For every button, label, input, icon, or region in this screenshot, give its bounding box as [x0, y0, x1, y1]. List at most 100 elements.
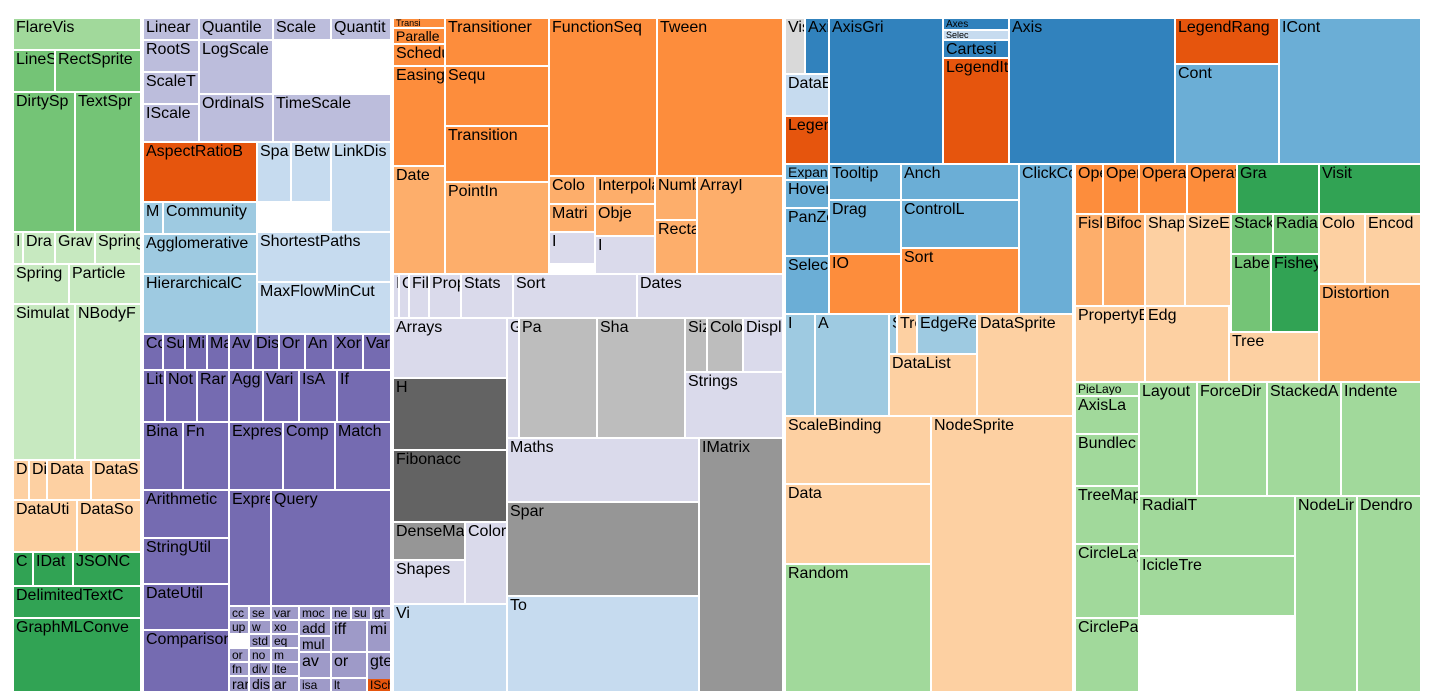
treemap-cell-expandc: ExpandC: [786, 165, 830, 181]
treemap-cell-label: ArrayI: [700, 177, 743, 194]
treemap-cell-or: or: [332, 653, 368, 679]
treemap-cell-fill: [394, 29, 444, 43]
treemap-cell-fill: [186, 335, 206, 369]
treemap-cell-ma: Ma: [208, 335, 230, 371]
treemap-cell-cc: cc: [230, 607, 250, 621]
treemap-cell-fn: Fn: [184, 423, 230, 491]
treemap-cell-transitioner: Transitioner: [446, 19, 550, 67]
treemap-cell-fill: [508, 319, 518, 437]
treemap-cell-eq: eq: [272, 635, 300, 649]
treemap-cell-label: Sequ: [448, 67, 486, 84]
treemap-cell-fill: [550, 19, 656, 175]
treemap-cell-label: se: [252, 607, 265, 620]
treemap-cell-fill: [1280, 19, 1420, 163]
treemap-cell-fill: [272, 663, 298, 675]
treemap-cell-dendro: Dendro: [1358, 497, 1422, 693]
treemap-cell-icont: ICont: [1280, 19, 1422, 165]
treemap-cell-colo: Colo: [1320, 215, 1366, 285]
treemap-cell-fill: [1076, 487, 1138, 543]
treemap-cell-fill: [686, 319, 706, 371]
treemap-cell-fill: [300, 637, 330, 651]
treemap-cell-fill: [284, 423, 334, 489]
treemap-cell-label: PropertyEr: [1078, 307, 1144, 324]
treemap-cell-co: Co: [144, 335, 164, 371]
treemap-cell-mi: mi: [368, 621, 392, 653]
treemap-cell-label: Linear: [146, 19, 191, 36]
treemap-cell-label: Not: [168, 371, 193, 388]
treemap-cell-fill: [372, 607, 390, 619]
treemap-cell-fill: [944, 31, 1008, 39]
treemap-cell-label: Interpolato: [598, 177, 654, 194]
treemap-cell-scalebinding: ScaleBinding: [786, 417, 932, 485]
treemap-cell-fill: [300, 607, 330, 619]
treemap-cell-d: D: [14, 461, 30, 501]
treemap-cell-datae: DataE: [786, 75, 830, 117]
treemap-cell-fill: [264, 371, 298, 421]
treemap-cell-sha: Sha: [598, 319, 686, 439]
treemap-cell-label: Filter: [412, 275, 429, 292]
treemap-cell-fill: [272, 677, 298, 691]
treemap-cell-m: m: [272, 649, 300, 663]
treemap-cell-label: or: [334, 653, 349, 670]
treemap-cell-label: LegendRang: [1178, 19, 1270, 36]
treemap-cell-fill: [230, 649, 248, 661]
treemap-cell-stackeda: StackedA: [1268, 383, 1342, 497]
treemap-cell-clickcor: ClickCor: [1020, 165, 1074, 315]
treemap-cell-lit: Lit: [144, 371, 166, 423]
treemap-cell-tree: Tree: [1230, 333, 1320, 383]
treemap-cell-fill: [14, 461, 28, 499]
treemap-cell-label: DataS: [94, 461, 139, 478]
treemap-cell-imatrix: IMatrix: [700, 439, 784, 693]
treemap-cell-label: Transi: [396, 19, 421, 28]
treemap-cell-fill: [1076, 397, 1138, 433]
treemap-cell-maths: Maths: [508, 439, 700, 503]
treemap-cell-cartesi: Cartesi: [944, 41, 1010, 59]
treemap-cell-fill: [410, 275, 428, 317]
treemap-cell-functionseq: FunctionSeq: [550, 19, 658, 177]
treemap-cell-label: Labeler: [1234, 255, 1272, 272]
treemap-cell-fill: [786, 181, 828, 207]
treemap-cell-label: Var: [366, 335, 390, 352]
treemap-cell-vari: Vari: [264, 371, 300, 423]
treemap-cell-fill: [208, 335, 228, 369]
treemap-cell-fill: [368, 679, 390, 691]
treemap-cell-label: FlareVis: [16, 19, 75, 36]
treemap-cell-label: Visualization: [788, 19, 804, 36]
treemap-cell-dirtysp: DirtySp: [14, 93, 76, 233]
treemap-cell-fill: [292, 143, 330, 201]
treemap-cell-label: Shap: [1148, 215, 1186, 232]
treemap-cell-displays: Displays: [744, 319, 784, 373]
treemap-cell-label: Grav: [58, 233, 93, 250]
treemap-cell-fill: [1104, 165, 1138, 213]
treemap-cell-fill: [514, 275, 636, 317]
treemap-cell-fill: [1268, 383, 1340, 495]
treemap-cell-fill: [144, 423, 182, 489]
treemap-cell-fill: [902, 165, 1018, 199]
treemap-cell-label: StackedA: [1270, 383, 1339, 400]
treemap-cell-fill: [656, 221, 696, 273]
treemap-cell-label: Agg: [232, 371, 261, 388]
treemap-cell-fill: [76, 305, 140, 459]
treemap-cell-label: Ma: [210, 335, 228, 352]
treemap-cell-label: Agglomerative: [146, 235, 249, 252]
treemap-cell-label: ShortestPaths: [260, 233, 361, 250]
treemap-cell-label: Mi: [188, 335, 205, 352]
treemap-cell-shortestpaths: ShortestPaths: [258, 233, 392, 283]
treemap-cell-label: Stats: [464, 275, 501, 292]
treemap-cell-fill: [1020, 165, 1072, 313]
treemap-cell-circlelayout: CircleLayout: [1076, 545, 1140, 619]
treemap-cell-label: Expres: [232, 423, 282, 440]
treemap-cell-fill: [74, 553, 140, 585]
treemap-cell-label: Query: [274, 491, 318, 508]
treemap-cell-fill: [1076, 165, 1102, 213]
treemap-cell-fill: [14, 265, 68, 303]
treemap-cell-fill: [250, 677, 270, 691]
treemap-cell-fill: [394, 605, 506, 691]
treemap-cell-xor: Xor: [334, 335, 364, 371]
treemap-cell-up: up: [230, 621, 250, 635]
treemap-cell-fill: [332, 653, 366, 677]
treemap-cell-label: Geometry: [510, 319, 518, 337]
treemap-cell-label: RectSprite: [58, 51, 133, 68]
treemap-cell-scheduler: Scheduler: [394, 45, 446, 67]
treemap-cell-fill: [144, 41, 198, 71]
